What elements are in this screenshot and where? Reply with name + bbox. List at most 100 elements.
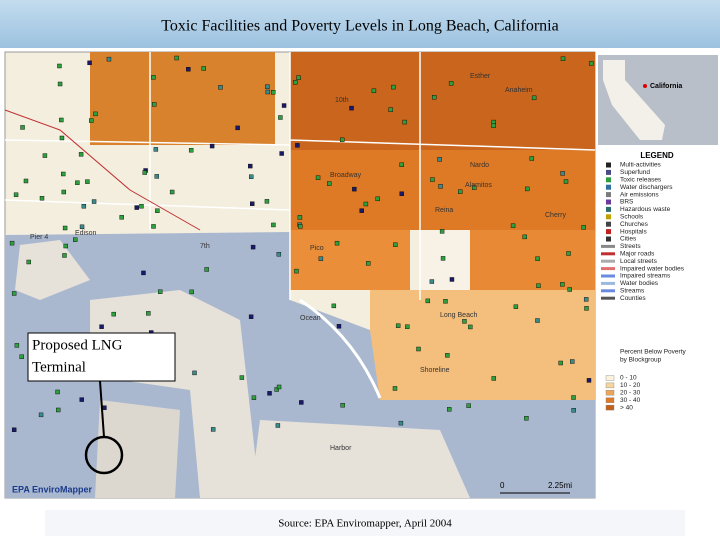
legend-icon xyxy=(606,184,611,190)
facility-marker xyxy=(531,95,537,101)
legend-item: Impaired streams xyxy=(620,273,671,280)
scale-label: 0 xyxy=(500,481,505,490)
facility-marker xyxy=(472,185,477,190)
facility-marker xyxy=(14,343,20,348)
poverty-swatch xyxy=(605,397,615,403)
legend-icon xyxy=(606,221,611,227)
poverty-class: 10 - 20 xyxy=(620,382,641,389)
facility-marker xyxy=(89,118,94,123)
inset-label: California xyxy=(650,83,682,90)
facility-marker xyxy=(416,346,421,352)
facility-marker xyxy=(57,63,62,69)
poverty-title: by Blockgroup xyxy=(620,357,662,364)
facility-marker xyxy=(278,115,283,120)
facility-marker xyxy=(93,111,98,117)
facility-marker xyxy=(510,223,516,228)
poverty-class: 30 - 40 xyxy=(620,397,641,404)
facility-marker xyxy=(581,225,586,230)
facility-marker xyxy=(204,267,209,272)
legend-icon xyxy=(601,252,615,256)
facility-marker xyxy=(11,291,17,296)
facility-marker xyxy=(154,174,160,179)
poverty-class: 20 - 30 xyxy=(620,390,641,397)
legend-icon xyxy=(601,289,615,293)
facility-marker xyxy=(571,395,576,400)
facility-marker xyxy=(155,208,160,213)
facility-marker xyxy=(249,174,254,179)
legend-item: Local streets xyxy=(620,258,658,265)
facility-marker xyxy=(276,252,282,257)
facility-marker xyxy=(458,189,463,194)
facility-marker xyxy=(264,199,270,204)
facility-marker xyxy=(525,186,530,192)
facility-marker xyxy=(399,162,404,167)
facility-marker xyxy=(274,387,279,392)
facility-marker xyxy=(20,125,25,130)
legend-item: Streams xyxy=(620,288,645,295)
legend-icon xyxy=(606,162,611,168)
legend-icon xyxy=(601,281,615,285)
facility-marker xyxy=(334,240,340,246)
facility-marker xyxy=(491,123,496,128)
legend-item: Major roads xyxy=(620,251,655,258)
facility-marker xyxy=(535,318,540,323)
facility-marker xyxy=(570,359,575,364)
callout-box xyxy=(27,332,176,382)
street-label: 7th xyxy=(200,243,210,250)
pier xyxy=(95,400,180,498)
callout-text: Terminal xyxy=(32,359,86,375)
facility-marker xyxy=(248,163,253,169)
facility-marker xyxy=(134,205,139,210)
facility-marker xyxy=(391,84,396,90)
legend-item: Churches xyxy=(620,221,649,228)
legend-item: Superfund xyxy=(620,169,650,176)
facility-marker xyxy=(448,81,454,86)
pier xyxy=(15,240,90,300)
poverty-area xyxy=(470,230,595,290)
facility-marker xyxy=(39,196,45,201)
facility-marker xyxy=(169,189,175,195)
facility-marker xyxy=(340,402,345,408)
facility-marker xyxy=(157,289,163,294)
legend-item: BRS xyxy=(620,199,634,206)
facility-marker xyxy=(462,319,467,324)
facility-marker xyxy=(26,259,31,265)
facility-marker xyxy=(363,201,369,207)
street-label: Edison xyxy=(75,230,97,237)
facility-marker xyxy=(271,222,276,228)
street-label: Esther xyxy=(470,73,491,80)
facility-marker xyxy=(61,171,66,177)
facility-marker xyxy=(235,125,240,131)
facility-marker xyxy=(438,184,443,189)
facility-marker xyxy=(571,408,576,413)
source: Source: EPA Enviromapper, April 2004 xyxy=(278,518,452,530)
street-label: 10th xyxy=(335,97,349,104)
legend-icon xyxy=(606,177,611,183)
facility-marker xyxy=(189,289,194,295)
facility-marker xyxy=(139,204,144,209)
facility-marker xyxy=(209,143,215,149)
facility-marker xyxy=(349,105,354,111)
poverty-title: Percent Below Poverty xyxy=(620,349,687,356)
facility-marker xyxy=(558,360,563,366)
street-label: Shoreline xyxy=(420,367,450,374)
facility-marker xyxy=(152,102,157,107)
facility-marker xyxy=(315,175,321,180)
facility-marker xyxy=(563,179,569,184)
facility-marker xyxy=(111,311,116,317)
facility-marker xyxy=(393,242,398,247)
facility-marker xyxy=(429,279,435,284)
facility-marker xyxy=(299,400,304,405)
street-label: Broadway xyxy=(330,172,362,179)
legend-item: Water bodies xyxy=(620,280,659,287)
pier xyxy=(250,420,470,498)
facility-marker xyxy=(468,324,473,330)
facility-marker xyxy=(294,268,299,274)
facility-marker xyxy=(399,191,404,196)
facility-marker xyxy=(588,61,594,66)
poverty-class: 0 - 10 xyxy=(620,375,637,382)
legend-icon xyxy=(601,267,615,271)
legend: LEGEND Percent Below Poverty by Blockgro… xyxy=(597,148,718,498)
facility-marker xyxy=(440,256,446,261)
facility-marker xyxy=(296,75,301,80)
